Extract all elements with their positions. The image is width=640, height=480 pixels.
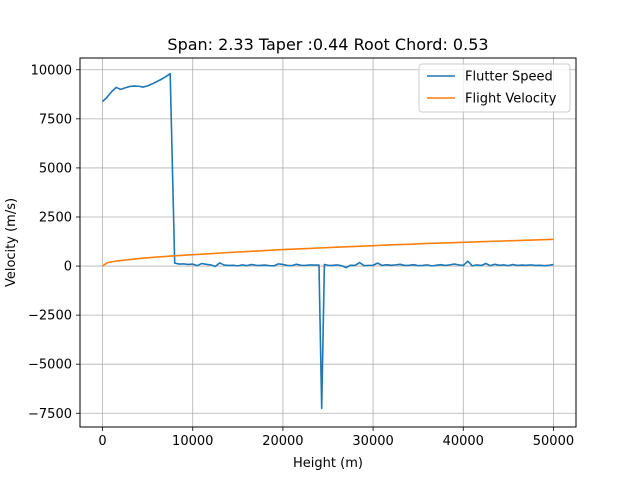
x-tick-label: 40000	[443, 434, 484, 449]
series-line-flutter-speed	[101, 72, 554, 410]
x-tick-label: 10000	[172, 434, 213, 449]
x-tick-label: 20000	[262, 434, 303, 449]
y-tick-label: 7500	[39, 112, 72, 127]
x-axis-label: Height (m)	[293, 456, 363, 471]
legend-box	[418, 63, 571, 113]
x-tick-label: 30000	[352, 434, 393, 449]
y-tick-label: 2500	[39, 210, 72, 225]
y-tick-label: −5000	[28, 358, 72, 373]
y-tick-label: −2500	[28, 309, 72, 324]
plot-frame	[79, 57, 577, 428]
legend-label: Flight Velocity	[465, 92, 557, 107]
y-tick-label: −7500	[28, 407, 72, 422]
y-axis-label: Velocity (m/s)	[4, 198, 19, 287]
series-line-flight-velocity	[102, 238, 554, 267]
legend: Flutter Speed Flight Velocity	[418, 63, 571, 113]
series-group	[101, 72, 554, 410]
y-tick-label: 10000	[31, 63, 72, 78]
ticks: 0 10000 20000 30000 40000 50000−7500−5000−250…	[28, 63, 574, 449]
y-tick-label: 5000	[39, 161, 72, 176]
chart-title: Span: 2.33 Taper :0.44 Root Chord: 0.53	[167, 35, 488, 54]
y-tick-label: 0	[64, 260, 72, 275]
x-tick-label: 0	[98, 434, 106, 449]
x-tick-label: 50000	[533, 434, 574, 449]
legend-label: Flutter Speed	[465, 70, 553, 85]
